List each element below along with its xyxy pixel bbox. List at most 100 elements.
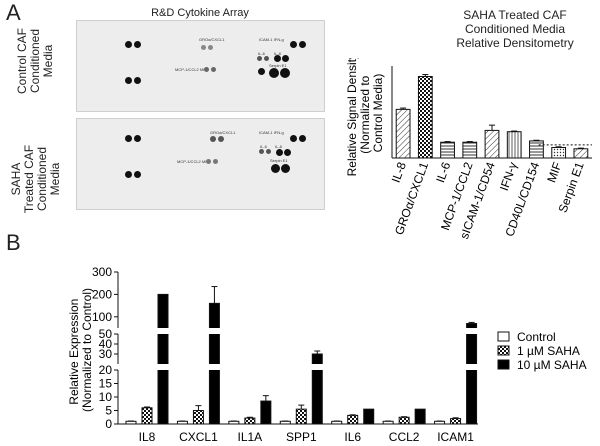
x-tick-label: IL-8 <box>389 160 409 185</box>
spot <box>266 149 271 154</box>
y-tick-label: 40 <box>99 337 113 351</box>
ylabel-line: Control Media) <box>371 74 385 153</box>
spot <box>134 171 141 178</box>
x-tick-label: IL1A <box>238 430 263 444</box>
spot <box>264 56 269 61</box>
y-tick-label: 15 <box>99 377 113 391</box>
bar <box>279 420 291 425</box>
spot <box>134 135 141 142</box>
axis-break-gap <box>311 364 324 370</box>
spot <box>269 68 279 78</box>
spot <box>125 171 132 178</box>
spot <box>274 55 281 62</box>
spot-label-gro: GROα/CXCL1 <box>210 130 236 135</box>
spot-label-icam-ifn: ICAM-1 IFN-g <box>259 130 284 135</box>
bar <box>417 76 433 159</box>
array-blot-control: GROα/CXCL1 ICAM-1 IFN-g IL-6 IL-8 MCP-1/… <box>76 20 325 112</box>
spot <box>206 159 211 164</box>
row-label-line: Media <box>41 44 55 78</box>
spot-label-serpin: Serpin E1 <box>270 158 288 163</box>
bar <box>347 414 359 425</box>
spot <box>257 56 262 61</box>
y-tick-label: 200 <box>92 287 112 301</box>
legend-label: Control <box>517 330 556 344</box>
spot <box>218 136 224 142</box>
spot <box>125 77 132 84</box>
spot <box>125 135 132 142</box>
spot <box>299 41 306 48</box>
bar <box>529 140 544 159</box>
spot <box>290 135 297 142</box>
bar <box>331 420 343 425</box>
spot <box>258 68 265 75</box>
spot-label-mcp-mif: MCP-1/CCL2 MIF <box>175 67 207 72</box>
bar <box>462 141 478 159</box>
x-tick-label: IFN-γ <box>497 160 520 192</box>
bar <box>192 410 204 425</box>
densitometry-chart: Relative Signal Density (Normalized to C… <box>345 58 592 241</box>
row-label-control: Control CAF Conditioned Media <box>15 5 55 117</box>
y-tick-label: 0 <box>105 417 112 431</box>
bar <box>176 420 188 425</box>
densitometry-title: SAHA Treated CAF Conditioned Media Relat… <box>440 8 590 50</box>
spot-label-gro: GROα/CXCL1 <box>199 37 225 42</box>
spot <box>201 45 206 50</box>
y-tick-label: 300 <box>92 265 112 279</box>
bar <box>551 146 567 159</box>
spot <box>276 149 283 156</box>
legend-label: 10 µM SAHA <box>517 358 587 372</box>
spot <box>208 45 213 50</box>
x-tick-label: CCL2 <box>389 430 420 444</box>
spot <box>204 67 209 72</box>
spot <box>213 159 218 164</box>
bar <box>228 420 240 425</box>
bar <box>450 418 462 425</box>
bar <box>141 407 153 425</box>
y-tick-label: 10 <box>99 390 113 404</box>
bar <box>434 420 446 425</box>
title-line: Relative Densitometry <box>456 36 574 50</box>
legend-swatch-10um <box>497 359 510 370</box>
bar <box>157 293 169 425</box>
spot <box>284 149 291 156</box>
title-line: Conditioned Media <box>464 22 566 36</box>
bar <box>125 420 137 425</box>
bar <box>295 408 307 425</box>
bar <box>208 302 220 425</box>
axis-break-gap <box>157 328 169 334</box>
legend-swatch-1um <box>497 345 510 356</box>
spot <box>210 136 216 142</box>
bar <box>382 420 394 425</box>
bar <box>484 129 500 159</box>
x-tick-label: IL8 <box>139 430 156 444</box>
y-tick-label: 30 <box>99 347 113 361</box>
expression-ylabel: Relative Expression (Normalized to Contr… <box>67 288 94 412</box>
spot <box>299 135 306 142</box>
y-tick-label: 5 <box>105 404 112 418</box>
bar <box>363 408 375 425</box>
bar <box>573 148 589 159</box>
ylabel-line: Relative Signal Density <box>345 58 359 176</box>
x-tick-label: IL6 <box>344 430 361 444</box>
densitometry-ylabel: Relative Signal Density (Normalized to C… <box>345 58 385 176</box>
axis-break-gap <box>208 364 221 370</box>
spot <box>211 67 216 72</box>
bar <box>466 323 478 425</box>
spot <box>281 164 290 173</box>
y-tick-label: 100 <box>92 310 112 324</box>
spot-label-il6: IL-6 <box>260 144 267 149</box>
row-label-line: Media <box>48 162 62 196</box>
ylabel-line: (Normalized to Control) <box>80 288 94 412</box>
axis-break-gap <box>465 364 478 370</box>
spot-label-serpin: Serpin E1 <box>269 63 287 68</box>
legend-swatch-control <box>497 331 510 342</box>
spot-label-il8: IL-8 <box>274 51 281 56</box>
bar <box>440 141 455 159</box>
axis-break-gap <box>157 364 169 370</box>
axis-break-gap <box>208 328 221 334</box>
bar <box>506 131 522 159</box>
axis-break-gap <box>465 328 478 334</box>
ylabel-line: (Normalized to <box>358 75 372 153</box>
legend: Control 1 µM SAHA 10 µM SAHA <box>497 330 587 372</box>
bar <box>414 408 426 425</box>
